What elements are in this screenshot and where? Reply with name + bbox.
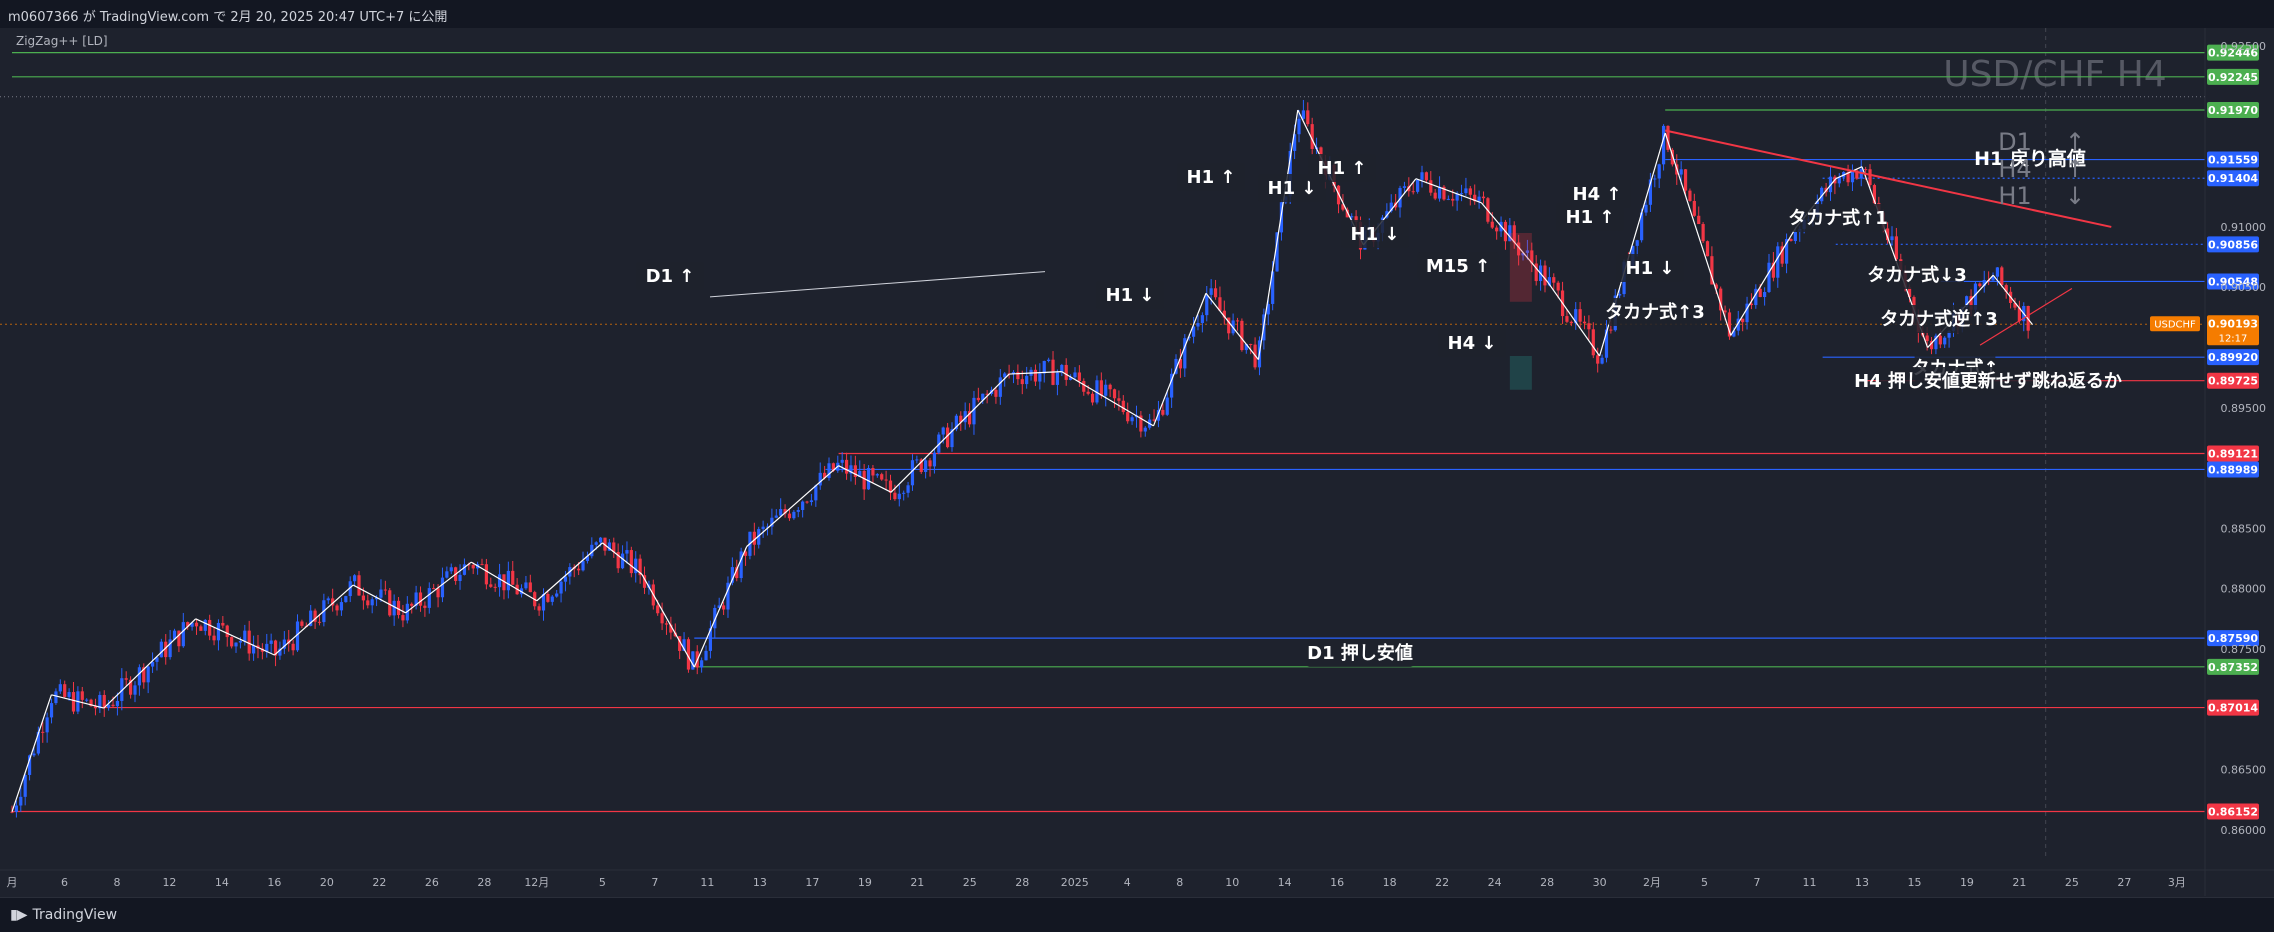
bottom-bar <box>0 897 2274 932</box>
publish-text: m0607366 が TradingView.com で 2月 20, 2025… <box>8 10 448 25</box>
indicator-label[interactable]: ZigZag++ [LD] <box>16 34 108 48</box>
brand-label: TradingView <box>32 907 118 923</box>
publish-bar: m0607366 が TradingView.com で 2月 20, 2025… <box>0 0 2274 29</box>
tradingview-logo[interactable]: ▮▶ TradingView <box>10 907 117 923</box>
chart-area[interactable] <box>0 28 2274 897</box>
tv-logo-icon: ▮▶ <box>10 907 28 923</box>
